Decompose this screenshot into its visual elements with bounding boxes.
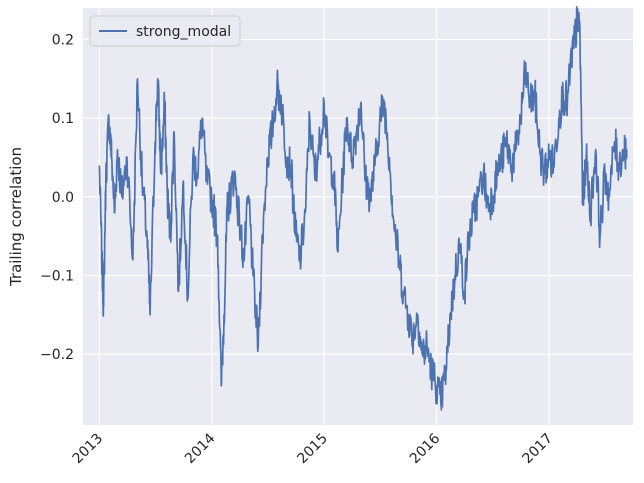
grid	[83, 8, 633, 425]
y-tick-label: −0.1	[40, 269, 74, 285]
legend-box	[89, 15, 241, 47]
x-tick-label: 2014	[182, 430, 219, 467]
x-tick-label: 2013	[70, 431, 107, 468]
y-axis: −0.2 −0.1 0.0 0.1 0.2	[40, 32, 74, 363]
x-tick-label: 2015	[294, 431, 331, 468]
legend: strong_modal	[89, 15, 241, 47]
x-axis: 2013 2014 2015 2016 2017	[70, 430, 556, 467]
x-tick-label: 2016	[407, 430, 444, 467]
legend-label: strong_modal	[136, 24, 231, 40]
y-tick-label: 0.1	[52, 111, 74, 127]
y-tick-label: −0.2	[40, 347, 74, 363]
y-tick-label: 0.2	[52, 32, 74, 48]
y-axis-label: Trailing correlation	[7, 147, 25, 287]
x-tick-label: 2017	[520, 431, 557, 468]
series-line-strong-modal	[98, 6, 628, 411]
y-tick-label: 0.0	[52, 190, 74, 206]
plot-area	[83, 8, 633, 425]
